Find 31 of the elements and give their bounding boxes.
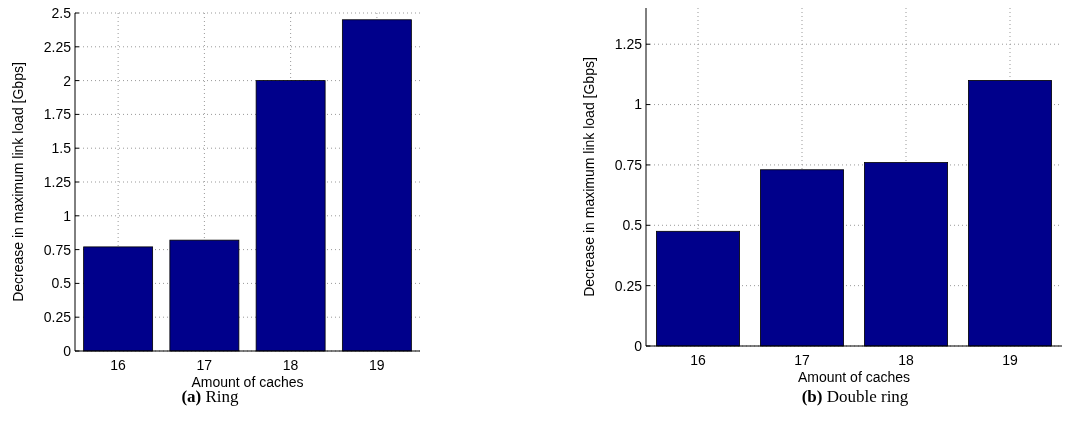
text: (b) Double ring [801, 387, 909, 406]
x-tick-label: 16 [690, 352, 706, 368]
x-tick-label: 18 [282, 357, 299, 373]
y-tick-label: 2.25 [43, 38, 72, 55]
y-tick-label: 0.25 [614, 277, 643, 294]
x-axis-title: Amount of caches [797, 369, 911, 385]
x-tick-label: 17 [196, 357, 213, 373]
x-tick-label: 16 [110, 357, 127, 373]
y-tick-label: 0.75 [614, 156, 643, 173]
y-tick-label: 1.25 [43, 173, 72, 190]
y-tick-label: 0 [634, 337, 643, 354]
x-tick-label: 19 [369, 357, 385, 373]
y-tick-label: 1 [63, 207, 72, 224]
x-tick-label: 17 [794, 352, 810, 368]
y-tick-label: 0.75 [43, 241, 72, 258]
y-tick-label: 0.5 [51, 275, 72, 292]
y-tick-label: 2 [63, 72, 72, 89]
y-tick-label: 0 [63, 342, 72, 359]
y-tick-label: 0.5 [622, 217, 643, 234]
y-tick-label: 1.75 [43, 106, 72, 123]
x-tick-label: 19 [1002, 352, 1018, 368]
y-axis-title: Decrease in maximum link load [Gbps] [10, 62, 26, 302]
x-axis-title: Amount of caches [191, 374, 304, 390]
y-axis-title: Decrease in maximum link load [Gbps] [581, 57, 597, 297]
y-tick-label: 2.5 [51, 4, 72, 21]
text: (a) Ring [181, 387, 240, 406]
x-tick-label: 18 [898, 352, 914, 368]
y-tick-label: 1.25 [614, 36, 643, 53]
y-tick-label: 1 [634, 96, 643, 113]
y-tick-label: 0.25 [43, 309, 72, 326]
y-tick-label: 1.5 [51, 140, 72, 157]
